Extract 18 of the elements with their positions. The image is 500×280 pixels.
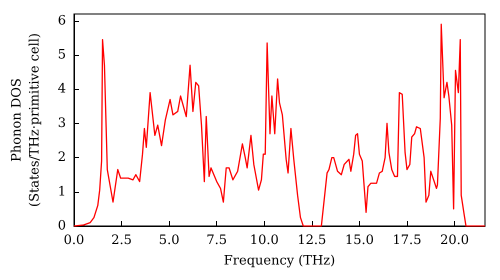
x-tick-label: 5.0 xyxy=(158,233,180,248)
x-tick-label: 17.5 xyxy=(392,233,422,248)
y-tick-label: 0 xyxy=(58,218,66,234)
y-tick-label: 3 xyxy=(58,116,66,131)
y-tick-label: 6 xyxy=(58,13,66,28)
x-tick-label: 7.5 xyxy=(206,233,228,248)
x-tick-label: 10.0 xyxy=(250,233,279,248)
x-tick-label: 2.5 xyxy=(111,233,132,248)
x-tick-label: 12.5 xyxy=(297,233,326,248)
x-tick-label: 0.0 xyxy=(64,233,84,248)
y-tick-label: 1 xyxy=(58,184,66,200)
y-axis-title: Phonon DOS (States/THz·primitive cell) xyxy=(10,32,42,208)
x-tick-label: 15.0 xyxy=(344,233,374,248)
x-axis-title: Frequency (THz) xyxy=(224,253,336,268)
y-tick-label: 4 xyxy=(58,82,66,97)
y-tick-label: 2 xyxy=(58,150,66,166)
y-tick-label: 5 xyxy=(58,48,66,63)
x-tick-label: 20.0 xyxy=(440,233,470,248)
